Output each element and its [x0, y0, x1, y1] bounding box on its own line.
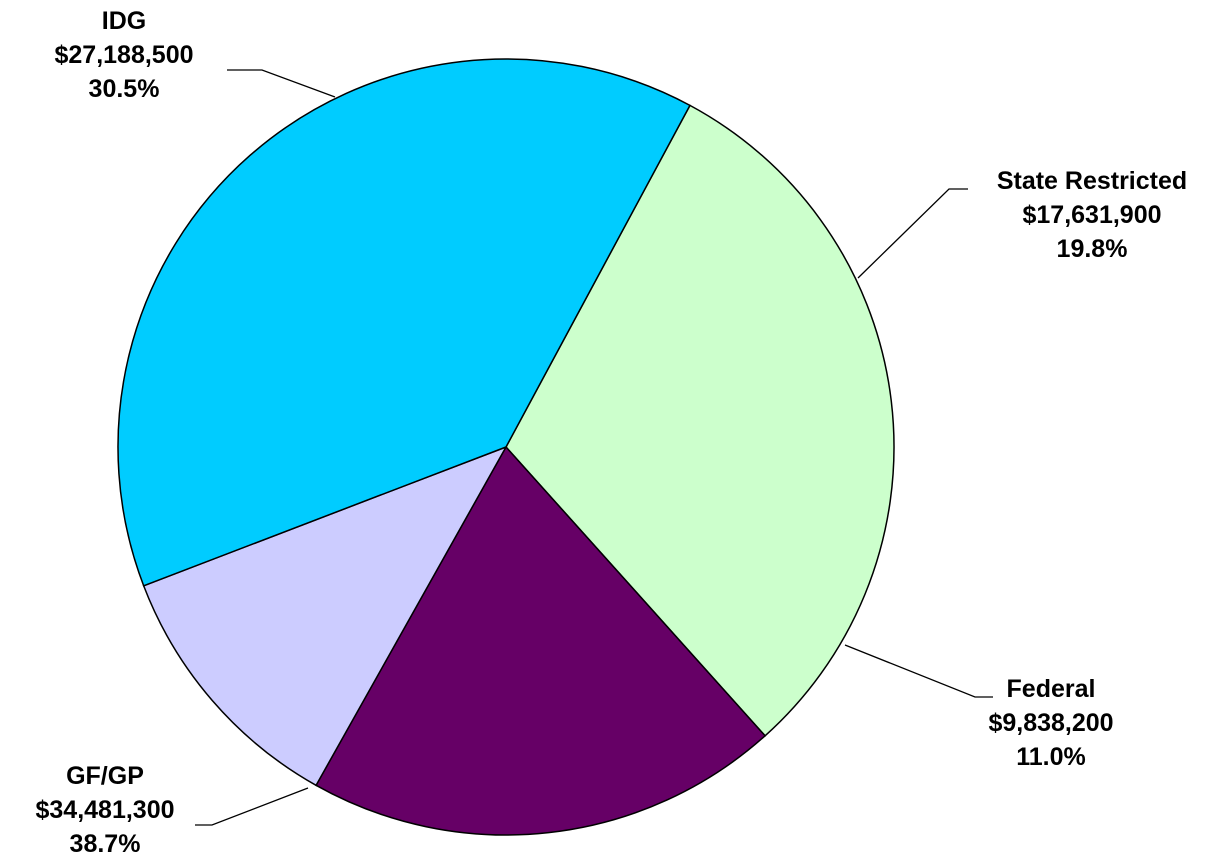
slice-label-federal-name: Federal	[1007, 675, 1096, 703]
slice-label-gfgp-value: $34,481,300	[35, 796, 174, 824]
slice-label-gfgp-percent: 38.7%	[70, 830, 141, 858]
slice-label-gfgp-name: GF/GP	[66, 762, 144, 790]
slice-label-federal-value: $9,838,200	[988, 709, 1113, 737]
leader-line-federal	[844, 644, 993, 698]
leader-lines	[195, 69, 993, 826]
leader-line-gfgp	[195, 787, 309, 826]
slice-label-idg-name: IDG	[102, 7, 146, 35]
slice-label-state-restricted-name: State Restricted	[997, 167, 1187, 195]
pie-slice-gf-gp	[117, 58, 691, 587]
slice-label-federal-percent: 11.0%	[1016, 743, 1086, 771]
slice-label-idg-value: $27,188,500	[54, 41, 193, 69]
slice-label-state-restricted-percent: 19.8%	[1057, 235, 1128, 263]
pie-slices	[117, 58, 895, 836]
slice-label-idg-percent: 30.5%	[89, 75, 160, 103]
leader-line-state-restricted	[857, 188, 968, 279]
pie-slice-idg	[505, 104, 895, 737]
pie-slice-federal	[142, 445, 508, 787]
slice-label-state-restricted-value: $17,631,900	[1022, 201, 1161, 229]
leader-line-idg	[227, 69, 336, 98]
pie-slice-state-restricted	[315, 445, 767, 836]
